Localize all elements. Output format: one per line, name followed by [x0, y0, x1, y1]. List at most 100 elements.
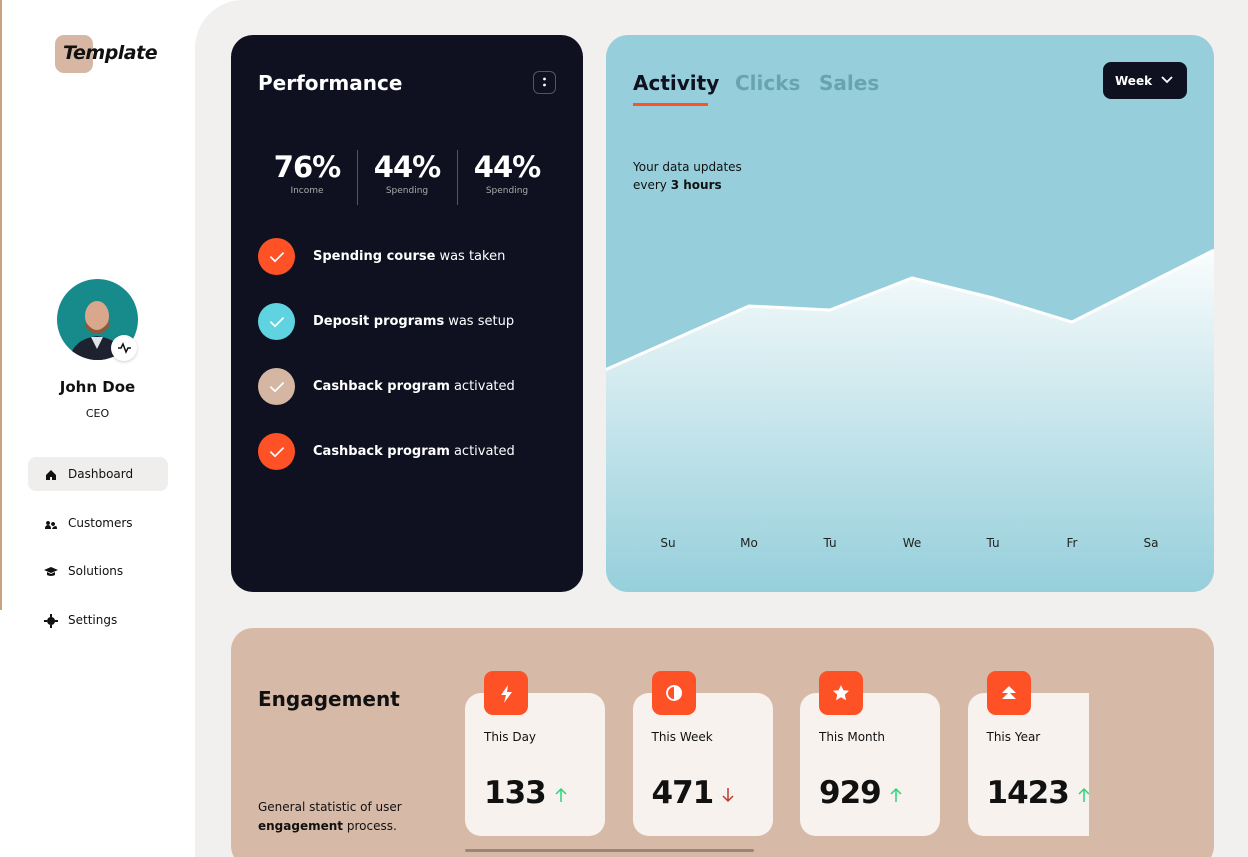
icon — [44, 567, 58, 576]
check-circle — [258, 367, 295, 405]
nav-item[interactable]: Customers — [28, 506, 168, 540]
menu-button[interactable] — [533, 71, 556, 94]
trend-arrow — [890, 787, 902, 802]
scrollbar[interactable] — [465, 849, 754, 852]
stat-label: Spending — [485, 186, 529, 196]
stat-label: Income — [290, 186, 324, 196]
task-text: was taken — [439, 248, 506, 264]
value: 1423 — [986, 775, 1070, 811]
logo-badge — [55, 35, 93, 73]
nav-item[interactable]: Dashboard — [28, 457, 168, 491]
task-bold: Deposit programs — [313, 313, 445, 329]
tab-underline — [633, 103, 708, 106]
dropdown-label: Week — [1115, 74, 1153, 88]
icon — [833, 685, 849, 701]
card-icon — [484, 671, 528, 715]
nav-item[interactable]: Solutions — [28, 554, 168, 588]
profile-role: CEO — [85, 407, 110, 420]
tab[interactable]: Clicks — [735, 71, 801, 95]
tab[interactable]: Activity — [633, 71, 720, 95]
note-bold: 3 hours — [670, 178, 722, 192]
trend-arrow — [722, 788, 734, 803]
task-item: Spending course was taken — [258, 237, 505, 275]
edge — [0, 0, 2, 610]
value: 929 — [819, 775, 882, 811]
x-tick-label: Fr — [1067, 536, 1078, 550]
icon — [269, 447, 284, 458]
x-tick-label: Tu — [822, 536, 836, 550]
icon — [46, 470, 56, 480]
week-dropdown[interactable]: Week — [1103, 62, 1187, 99]
check-circle — [258, 432, 295, 470]
x-tick-label: We — [903, 536, 922, 550]
nav-label: Solutions — [68, 564, 124, 578]
stat-value: 44% — [373, 150, 441, 184]
stat-label: Spending — [385, 186, 429, 196]
card-value: 929 — [819, 775, 903, 811]
card-title: Performance — [258, 71, 403, 95]
divider — [357, 150, 358, 205]
performance-card: Performance 76% Income 44% Spending 44% Spend… — [231, 35, 583, 592]
nav-label: Settings — [68, 612, 118, 627]
pulse-icon — [118, 342, 131, 354]
engagement-card: Engagement General statistic of user eng… — [231, 628, 1214, 857]
note-text: Your data updates — [633, 160, 742, 174]
stat-card[interactable]: This Week 471 — [632, 671, 773, 836]
activity-card: Su Mo Tu We Tu Fr Sa Week Your data updates ev… — [606, 35, 1214, 592]
chevron — [1161, 76, 1173, 84]
area-line — [667, 276, 1152, 344]
card-label: This Year — [986, 730, 1041, 744]
stat-card[interactable]: This Year 1423 — [967, 671, 1089, 836]
task-text: activated — [453, 443, 515, 459]
area-line-ends — [606, 248, 1214, 371]
nav-label: Dashboard — [68, 467, 134, 481]
nav-label: Customers — [68, 515, 133, 530]
x-tick-label: Tu — [985, 536, 999, 550]
area-fill — [606, 250, 1214, 592]
icon — [45, 520, 57, 529]
check-circle — [258, 237, 295, 275]
value: 133 — [484, 775, 547, 811]
task-bold: Spending course — [313, 248, 436, 264]
logo[interactable]: Template — [63, 42, 158, 64]
task-bold: Cashback program — [313, 443, 450, 459]
card-value: 133 — [484, 775, 568, 811]
card-label: This Day — [484, 730, 537, 744]
desc-text: General statistic of user — [258, 800, 402, 814]
trend-arrow — [555, 787, 567, 802]
x-tick-label: Su — [660, 536, 675, 550]
stat-value: 76% — [273, 150, 341, 184]
nav-item[interactable]: Settings — [28, 603, 168, 637]
icon — [665, 685, 682, 701]
task-text: was setup — [448, 313, 515, 329]
stat-card[interactable]: This Day 133 — [465, 671, 605, 836]
dots-icon — [543, 77, 546, 87]
icon — [269, 317, 284, 328]
card-icon — [819, 671, 863, 715]
note-text: every — [633, 178, 667, 192]
x-tick-label: Sa — [1144, 536, 1159, 550]
icon — [269, 382, 284, 393]
task-item: Deposit programs was setup — [258, 302, 514, 340]
card-title: Engagement — [258, 687, 400, 711]
check-circle — [258, 302, 295, 340]
stat: 76% Income — [257, 150, 357, 196]
task-item: Cashback program activated — [258, 432, 515, 470]
area-chart: Su Mo Tu We Tu Fr Sa — [606, 248, 1214, 592]
stat-card[interactable]: This Month 929 — [800, 671, 940, 836]
card-label: This Week — [651, 730, 713, 744]
icon — [501, 685, 512, 703]
update-note: Your data updates every 3 hours — [633, 158, 742, 194]
card-icon — [986, 671, 1031, 715]
tab[interactable]: Sales — [819, 71, 880, 95]
desc-text: process. — [346, 819, 397, 833]
card-value: 471 — [652, 775, 736, 811]
trend-arrow — [1078, 787, 1089, 802]
card-value: 1423 — [986, 775, 1089, 811]
stat: 44% Spending — [457, 150, 557, 196]
task-bold: Cashback program — [313, 378, 450, 394]
desc-bold: engagement — [258, 819, 344, 833]
task-text: activated — [453, 378, 515, 394]
icon — [269, 252, 284, 263]
